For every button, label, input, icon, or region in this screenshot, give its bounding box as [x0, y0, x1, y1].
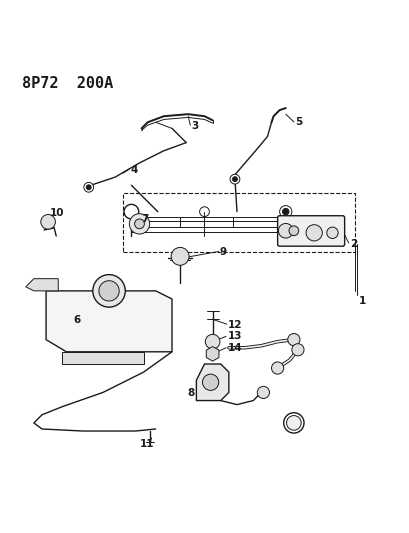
- Circle shape: [280, 206, 292, 218]
- Text: 14: 14: [228, 343, 243, 353]
- Text: 6: 6: [74, 315, 81, 325]
- Text: 11: 11: [139, 439, 154, 449]
- Text: 3: 3: [191, 122, 199, 131]
- Text: 12: 12: [228, 320, 243, 330]
- Circle shape: [41, 214, 55, 229]
- Circle shape: [283, 208, 289, 215]
- Circle shape: [327, 227, 338, 238]
- Text: 8: 8: [187, 388, 194, 398]
- Circle shape: [99, 281, 119, 301]
- Circle shape: [288, 334, 300, 346]
- Circle shape: [135, 219, 144, 229]
- Text: 4: 4: [130, 165, 138, 175]
- FancyBboxPatch shape: [278, 216, 345, 246]
- Circle shape: [84, 182, 94, 192]
- Circle shape: [124, 204, 139, 219]
- Circle shape: [93, 274, 125, 307]
- Text: 1: 1: [359, 296, 366, 306]
- Text: 9: 9: [220, 247, 227, 257]
- Circle shape: [306, 224, 322, 241]
- Circle shape: [257, 386, 270, 399]
- Text: 8P72  200A: 8P72 200A: [22, 76, 113, 91]
- Circle shape: [35, 281, 41, 288]
- Circle shape: [289, 226, 299, 236]
- Circle shape: [129, 214, 150, 234]
- Circle shape: [171, 247, 189, 265]
- Text: 13: 13: [228, 332, 243, 341]
- Circle shape: [233, 177, 237, 182]
- Circle shape: [86, 185, 91, 190]
- Circle shape: [292, 344, 304, 356]
- Polygon shape: [206, 346, 219, 361]
- Polygon shape: [26, 279, 58, 291]
- Circle shape: [205, 334, 220, 349]
- Circle shape: [230, 174, 240, 184]
- Text: 7: 7: [142, 214, 149, 224]
- Circle shape: [279, 223, 293, 238]
- Circle shape: [272, 362, 284, 374]
- Circle shape: [202, 374, 219, 390]
- Text: 2: 2: [350, 239, 357, 249]
- Text: 10: 10: [49, 208, 64, 218]
- Circle shape: [287, 416, 301, 430]
- Polygon shape: [196, 364, 229, 401]
- Text: 5: 5: [295, 117, 303, 127]
- Polygon shape: [62, 352, 144, 364]
- Polygon shape: [46, 291, 172, 352]
